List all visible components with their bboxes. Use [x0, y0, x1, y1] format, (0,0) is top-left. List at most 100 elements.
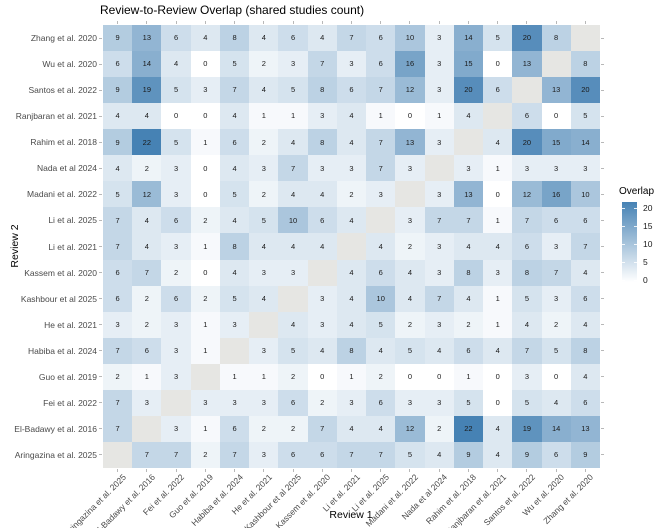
y-axis-label: Rahim et al. 2018 [30, 137, 97, 148]
heatmap-cell: 5 [103, 181, 133, 208]
heatmap-cell: 5 [395, 441, 425, 468]
heatmap-cell: 3 [249, 155, 279, 182]
heatmap-cell: 6 [278, 389, 308, 416]
heatmap-cell: 3 [161, 311, 191, 338]
heatmap-cell: 3 [307, 285, 337, 312]
heatmap-cell: 3 [512, 155, 542, 182]
heatmap-cell: 2 [190, 207, 220, 234]
axis-tick [601, 272, 604, 274]
heatmap-cell: 6 [541, 207, 571, 234]
heatmap-cell: 3 [424, 129, 454, 156]
legend-tick-label: 20 [643, 203, 653, 213]
legend-tick-label: 5 [643, 257, 648, 267]
heatmap-cell: 1 [483, 285, 513, 312]
heatmap-cell: 14 [453, 25, 484, 52]
heatmap-cell: 0 [190, 51, 220, 78]
heatmap-cell: 13 [512, 51, 542, 78]
heatmap-cell: 4 [219, 207, 250, 234]
heatmap-cell: 2 [249, 129, 279, 156]
heatmap-cell: 0 [190, 103, 220, 130]
heatmap-cell: 0 [483, 363, 513, 390]
axis-tick [601, 350, 604, 352]
heatmap-cell: 6 [132, 337, 162, 364]
axis-tick [380, 21, 382, 24]
heatmap-cell: 2 [249, 415, 279, 442]
heatmap-cell: 7 [161, 441, 191, 468]
y-axis-label: Ranjbaran et al. 2021 [15, 111, 97, 122]
axis-tick [351, 21, 352, 24]
heatmap-cell: 5 [395, 337, 425, 364]
legend-bar-tick [634, 226, 637, 227]
heatmap-cell: 10 [366, 285, 396, 312]
axis-tick [601, 115, 604, 117]
heatmap-cell: 4 [249, 77, 279, 104]
heatmap-cell: 2 [132, 311, 162, 338]
heatmap-cell: 4 [161, 51, 191, 78]
heatmap-cell: 2 [307, 389, 337, 416]
heatmap-cell: 3 [219, 311, 250, 338]
heatmap-cell: 12 [512, 181, 542, 208]
heatmap-cell: 8 [570, 337, 600, 364]
legend-bar-tick [634, 280, 637, 281]
heatmap-cell: 22 [453, 415, 484, 442]
heatmap-cell: 2 [190, 441, 220, 468]
heatmap-cell: 10 [395, 25, 425, 52]
axis-tick [204, 469, 206, 472]
axis-tick [555, 21, 557, 24]
heatmap-cell: 6 [219, 129, 250, 156]
heatmap-cell: 1 [132, 363, 162, 390]
heatmap-cell: 4 [453, 285, 484, 312]
axis-tick [117, 469, 119, 472]
y-axis-label: He et al. 2021 [44, 319, 97, 330]
axis-tick [555, 469, 557, 472]
heatmap-cell: 4 [249, 233, 279, 260]
heatmap-cell: 6 [512, 103, 542, 130]
heatmap-cell: 4 [453, 233, 484, 260]
axis-tick [601, 89, 604, 91]
axis-tick [99, 63, 102, 65]
heatmap-cell: 6 [161, 285, 191, 312]
heatmap-cell: 12 [395, 77, 425, 104]
heatmap-cell [278, 285, 308, 312]
axis-tick [175, 469, 177, 472]
axis-tick [175, 21, 177, 24]
heatmap-cell: 4 [307, 25, 337, 52]
heatmap-cell: 3 [278, 259, 308, 286]
legend-tick-label: 0 [643, 275, 648, 285]
axis-tick [99, 402, 102, 404]
axis-tick [438, 469, 440, 472]
heatmap-cell: 3 [336, 51, 367, 78]
heatmap-cell: 5 [249, 207, 279, 234]
heatmap-cell: 8 [541, 25, 571, 52]
heatmap-cell: 4 [336, 259, 367, 286]
heatmap-cell: 22 [132, 129, 162, 156]
heatmap-cell: 6 [103, 259, 133, 286]
heatmap-cell: 8 [453, 259, 484, 286]
heatmap-cell: 19 [132, 77, 162, 104]
heatmap-cell: 5 [278, 77, 308, 104]
heatmap-cell: 2 [190, 285, 220, 312]
heatmap-cell: 4 [278, 129, 308, 156]
axis-tick [99, 193, 102, 195]
heatmap-cell: 9 [570, 441, 600, 468]
axis-tick [601, 246, 604, 247]
heatmap-cell: 3 [161, 155, 191, 182]
axis-tick [584, 469, 586, 472]
axis-tick [99, 428, 102, 430]
heatmap-cell: 3 [249, 441, 279, 468]
heatmap-cell: 2 [395, 311, 425, 338]
heatmap-cell: 4 [424, 441, 454, 468]
heatmap-cell: 1 [424, 103, 454, 130]
heatmap-cell: 0 [395, 363, 425, 390]
heatmap-cell: 1 [278, 103, 308, 130]
heatmap-cell: 4 [278, 311, 308, 338]
y-axis-label: Habiba et al. 2024 [28, 345, 97, 356]
heatmap-cell: 5 [278, 337, 308, 364]
heatmap-cell: 4 [366, 233, 396, 260]
heatmap-cell: 6 [161, 25, 191, 52]
y-axis-title: Review 2 [9, 224, 21, 268]
heatmap-cell: 5 [483, 25, 513, 52]
heatmap-cell: 2 [366, 363, 396, 390]
legend-bar-tick [622, 226, 625, 227]
heatmap-cell: 7 [103, 389, 133, 416]
